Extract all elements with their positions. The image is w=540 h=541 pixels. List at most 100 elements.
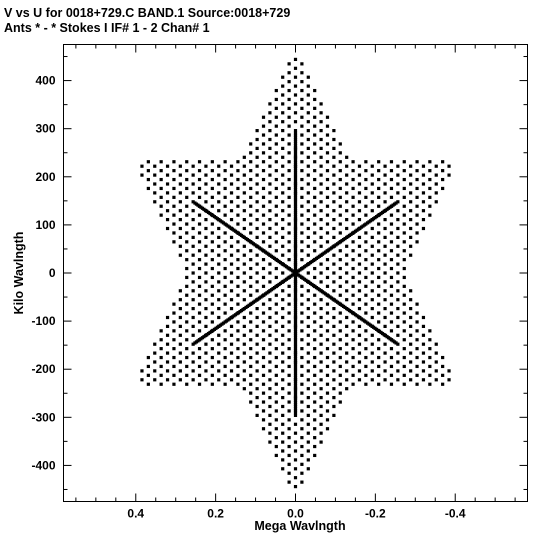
uv-point [402, 373, 406, 377]
uv-point [377, 293, 381, 297]
uv-point [402, 186, 406, 191]
uv-point [191, 369, 195, 373]
uv-point [396, 306, 400, 311]
uv-point [313, 249, 317, 253]
uv-point [293, 431, 298, 435]
uv-point [172, 195, 176, 199]
uv-point [249, 169, 253, 173]
uv-point [421, 369, 426, 373]
uv-point [338, 258, 342, 262]
uv-point [428, 186, 432, 191]
uv-point [441, 160, 445, 164]
uv-point [377, 320, 381, 324]
uv-point [191, 342, 195, 346]
uv-point [306, 413, 310, 417]
uv-point [396, 218, 400, 222]
uv-point [338, 320, 342, 324]
uv-point [178, 173, 182, 177]
uv-point [389, 222, 394, 226]
uv-point [313, 373, 317, 377]
uv-point [364, 347, 368, 351]
uv-point [428, 195, 432, 199]
uv-point [293, 235, 298, 240]
uv-point [306, 271, 310, 275]
uv-point [300, 169, 304, 173]
uv-point [197, 355, 202, 360]
uv-point [210, 222, 214, 226]
uv-point [153, 342, 157, 346]
uv-point [332, 315, 336, 320]
uv-point [261, 409, 266, 413]
uv-point [165, 182, 170, 186]
uv-point [255, 191, 259, 195]
uv-point [300, 249, 304, 253]
uv-point [197, 293, 202, 297]
uv-point [300, 355, 304, 360]
uv-point [242, 164, 246, 168]
uv-point [402, 177, 406, 182]
uv-point [396, 289, 400, 293]
uv-point [319, 209, 323, 213]
uv-point [293, 371, 298, 375]
uv-point [255, 413, 259, 417]
uv-point [434, 342, 438, 346]
uv-point [268, 200, 272, 204]
uv-point [204, 244, 208, 248]
uv-point [229, 378, 234, 382]
uv-point [396, 378, 400, 382]
uv-point [345, 200, 349, 204]
uv-point [332, 155, 336, 159]
uv-point [172, 160, 176, 164]
uv-point [293, 198, 298, 202]
uv-point [293, 294, 298, 298]
uv-point [261, 347, 266, 351]
uv-point [242, 351, 246, 355]
uv-point [364, 213, 368, 217]
uv-point [313, 275, 317, 280]
uv-point [191, 333, 195, 337]
uv-point [409, 164, 413, 168]
uv-point [229, 271, 234, 275]
uv-point [383, 351, 387, 355]
uv-point [185, 373, 189, 377]
uv-point [223, 373, 227, 377]
uv-point [242, 298, 246, 302]
uv-point [249, 382, 253, 386]
uv-point [293, 156, 298, 160]
uv-point [287, 391, 291, 395]
uv-point [191, 164, 195, 168]
uv-point [319, 146, 323, 151]
uv-point [325, 186, 330, 191]
uv-point [345, 387, 349, 391]
uv-point [197, 320, 202, 324]
uv-point [287, 418, 291, 422]
uv-point [287, 338, 291, 342]
uv-point [383, 360, 387, 364]
uv-point [223, 266, 227, 271]
uv-point [319, 431, 323, 435]
uv-point [242, 253, 246, 257]
uv-point [313, 160, 317, 164]
uv-point [210, 373, 214, 377]
uv-point [325, 329, 330, 333]
uv-point [185, 213, 189, 217]
uv-point [197, 284, 202, 288]
uv-point [255, 289, 259, 293]
uv-point [383, 289, 387, 293]
uv-point [185, 258, 189, 262]
uv-point [332, 280, 336, 284]
uv-point [357, 235, 362, 240]
uv-point [191, 351, 195, 355]
uv-point [293, 57, 298, 62]
uv-point [313, 436, 317, 440]
uv-point [261, 186, 266, 191]
uv-point [394, 201, 398, 205]
uv-point [293, 333, 298, 337]
uv-point [351, 329, 355, 333]
uv-point [281, 404, 285, 409]
uv-point [153, 360, 157, 364]
uv-point [185, 284, 189, 288]
uv-point [338, 222, 342, 226]
uv-point [338, 231, 342, 235]
uv-point [178, 182, 182, 186]
